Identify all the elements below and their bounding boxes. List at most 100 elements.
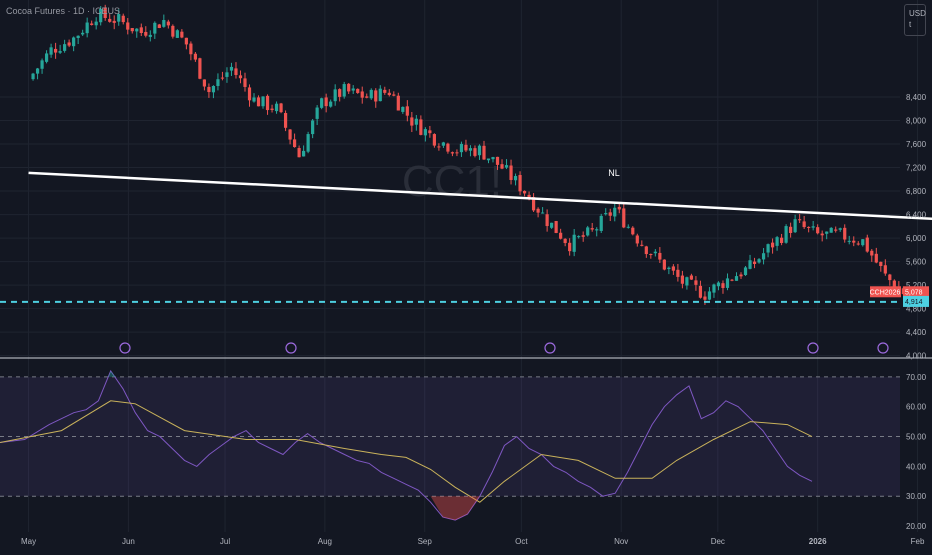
last-price-value: 5,078: [905, 289, 923, 296]
candle-up: [838, 228, 842, 230]
candle-down: [658, 252, 662, 260]
candle-down: [292, 139, 297, 148]
candle-up: [577, 236, 581, 238]
candle-down: [680, 275, 684, 284]
candle-down: [360, 91, 364, 98]
candle-down: [617, 206, 621, 210]
candle-up: [572, 234, 576, 252]
candle-up: [162, 20, 166, 27]
candle-down: [554, 221, 558, 233]
neckline-trendline[interactable]: [28, 171, 932, 221]
dividend-event-icon[interactable]: [285, 342, 297, 354]
candle-down: [243, 78, 247, 87]
candle-down: [807, 226, 811, 228]
candle-up: [613, 207, 617, 217]
currency-label: USD: [909, 9, 926, 18]
candle-up: [586, 227, 590, 236]
candle-down: [892, 280, 896, 289]
candle-up: [748, 260, 752, 269]
candle-down: [752, 261, 757, 265]
candle-down: [198, 58, 202, 79]
candle-down: [834, 229, 838, 231]
candle-down: [789, 226, 793, 233]
candle-up: [351, 88, 355, 91]
candle-down: [739, 274, 743, 277]
candle-down: [220, 77, 225, 79]
candle-down: [270, 108, 274, 110]
candle-down: [698, 285, 703, 298]
candle-down: [450, 152, 455, 154]
candle-down: [144, 31, 148, 36]
candle-down: [202, 79, 207, 87]
candle-down: [283, 113, 288, 128]
candle-down: [166, 21, 170, 26]
currency-selector[interactable]: USD t: [904, 4, 926, 36]
candle-down: [103, 7, 107, 18]
price-tick-label: 4,000: [906, 352, 927, 361]
dividend-event-icon[interactable]: [877, 342, 889, 354]
price-tick-label: 4,400: [906, 328, 927, 337]
candle-up: [378, 88, 382, 102]
candle-down: [703, 296, 707, 300]
price-tick-label: 7,600: [906, 140, 927, 149]
candle-up: [784, 226, 788, 243]
time-tick-label: Aug: [318, 537, 332, 546]
candle-down: [139, 27, 143, 34]
candle-up: [153, 22, 157, 34]
candle-down: [635, 235, 639, 244]
candle-up: [49, 47, 53, 55]
candle-up: [311, 120, 315, 135]
price-tick-label: 4,800: [906, 305, 927, 314]
candle-down: [820, 233, 824, 236]
candle-down: [396, 95, 400, 111]
candle-down: [455, 152, 459, 154]
candle-up: [541, 212, 545, 214]
candle-down: [121, 15, 125, 23]
candle-up: [58, 51, 62, 53]
candle-down: [338, 89, 342, 97]
candle-down: [694, 280, 698, 285]
candle-down: [347, 83, 351, 92]
candle-up: [333, 89, 337, 102]
candle-down: [856, 243, 860, 245]
candle-up: [667, 267, 671, 270]
candle-up: [811, 226, 815, 228]
candle-up: [734, 276, 739, 281]
symbol-title[interactable]: Cocoa Futures · 1D · ICEUS: [6, 6, 121, 16]
candle-down: [392, 94, 396, 96]
dividend-event-icon[interactable]: [544, 342, 556, 354]
candle-up: [329, 101, 333, 107]
candle-down: [518, 174, 522, 192]
candle-up: [477, 145, 482, 156]
earnings-event-icon[interactable]: [807, 342, 819, 354]
candle-up: [757, 259, 761, 263]
price-tick-label: 6,000: [906, 234, 927, 243]
candle-down: [590, 228, 594, 230]
trendline-label: NL: [608, 168, 620, 178]
candle-down: [888, 274, 892, 281]
candle-down: [279, 103, 283, 113]
candle-up: [274, 103, 279, 112]
candle-up: [211, 85, 216, 93]
candle-down: [671, 266, 675, 271]
candle-up: [793, 219, 797, 233]
candle-up: [35, 68, 40, 74]
candle-up: [716, 282, 721, 287]
candle-down: [126, 22, 130, 30]
last-price-tag: [903, 286, 929, 298]
candle-down: [816, 227, 820, 234]
price-tick-label: 8,000: [906, 117, 927, 126]
dividend-event-icon[interactable]: [119, 342, 131, 354]
rsi-tick-label: 50.00: [906, 433, 927, 442]
candle-down: [180, 31, 184, 38]
candle-up: [504, 165, 509, 168]
candle-up: [225, 72, 229, 77]
candle-up: [414, 118, 418, 125]
candle-down: [631, 227, 635, 235]
candle-down: [879, 261, 883, 267]
candle-down: [730, 279, 734, 281]
candle-down: [437, 146, 441, 148]
candle-up: [302, 150, 306, 157]
candle-down: [464, 144, 468, 151]
candle-up: [40, 60, 44, 69]
